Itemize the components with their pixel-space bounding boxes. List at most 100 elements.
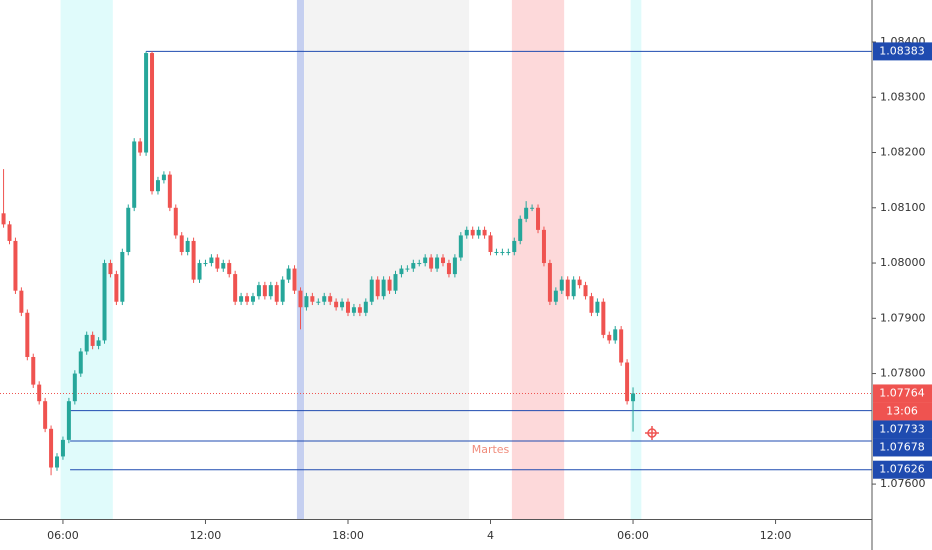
candle-body bbox=[120, 251, 125, 302]
candle-body bbox=[31, 356, 36, 385]
candle-body bbox=[316, 301, 321, 303]
candle-body bbox=[488, 235, 493, 252]
candle-body bbox=[144, 53, 149, 153]
candle-body bbox=[245, 296, 250, 302]
level-label: 1.07733 bbox=[879, 422, 925, 435]
candle-body bbox=[530, 207, 535, 209]
candle-body bbox=[577, 279, 582, 286]
candle-body bbox=[375, 279, 380, 297]
candle-body bbox=[262, 285, 267, 297]
candle-body bbox=[536, 207, 541, 230]
candle-body bbox=[393, 274, 398, 291]
candle-body bbox=[132, 141, 137, 208]
y-tick-label: 1.07900 bbox=[880, 311, 926, 324]
candle-body bbox=[72, 373, 77, 402]
candle-body bbox=[161, 174, 166, 181]
candle-body bbox=[322, 296, 327, 302]
x-tick-label: 4 bbox=[487, 529, 494, 542]
annotation: Martes bbox=[472, 443, 510, 456]
candle-body bbox=[619, 329, 624, 363]
current-price-label-box bbox=[873, 384, 932, 403]
current-price-label: 1.07764 bbox=[879, 386, 925, 399]
candle-body bbox=[298, 290, 303, 308]
candle-body bbox=[369, 279, 374, 302]
candle-body bbox=[565, 279, 570, 297]
crosshair-icon bbox=[645, 426, 659, 440]
candle-body bbox=[280, 279, 285, 302]
candle-body bbox=[286, 268, 291, 280]
candle-body bbox=[256, 285, 261, 297]
candle-body bbox=[512, 240, 517, 252]
candle-body bbox=[458, 235, 463, 258]
candle-body bbox=[155, 180, 160, 192]
candle-body bbox=[37, 384, 42, 402]
candle-body bbox=[60, 439, 65, 457]
candle-body bbox=[464, 229, 469, 236]
candle-body bbox=[274, 285, 279, 302]
candle-body bbox=[268, 285, 273, 297]
candle-body bbox=[518, 218, 523, 241]
candle-body bbox=[84, 334, 89, 352]
candle-body bbox=[49, 428, 54, 468]
candle-body bbox=[239, 296, 244, 302]
y-tick-label: 1.08300 bbox=[880, 90, 926, 103]
candle-body bbox=[191, 240, 196, 280]
candle-body bbox=[203, 263, 208, 265]
candle-body bbox=[25, 312, 30, 357]
candle-body bbox=[423, 257, 428, 264]
candle-body bbox=[506, 251, 511, 253]
candle-body bbox=[197, 263, 202, 280]
candle-body bbox=[607, 334, 612, 341]
candle-body bbox=[446, 263, 451, 275]
candle-body bbox=[19, 290, 24, 313]
candle-body bbox=[411, 263, 416, 269]
candle-body bbox=[470, 229, 475, 236]
candle-body bbox=[233, 274, 238, 302]
candle-body bbox=[494, 251, 499, 253]
x-tick-label: 06:00 bbox=[617, 529, 649, 542]
candle-body bbox=[541, 229, 546, 264]
candle-body bbox=[179, 235, 184, 252]
candle-body bbox=[571, 279, 576, 297]
candle-body bbox=[435, 257, 440, 269]
candle-body bbox=[292, 268, 297, 291]
candle-body bbox=[310, 296, 315, 302]
candle-body bbox=[1, 213, 6, 225]
candle-body bbox=[476, 229, 481, 236]
candle-body bbox=[429, 257, 434, 269]
x-tick-label: 06:00 bbox=[47, 529, 79, 542]
level-label-box bbox=[873, 460, 932, 479]
level-label: 1.08383 bbox=[879, 44, 925, 57]
candle-body bbox=[631, 393, 636, 402]
candle-body bbox=[13, 240, 18, 291]
plot: Martes bbox=[0, 50, 872, 476]
candle-body bbox=[138, 141, 143, 153]
x-tick-label: 18:00 bbox=[332, 529, 364, 542]
candle-body bbox=[524, 207, 529, 219]
candle-body bbox=[114, 274, 119, 302]
y-tick-label: 1.07800 bbox=[880, 367, 926, 380]
candle-body bbox=[399, 268, 404, 275]
candle-body bbox=[173, 207, 178, 236]
candle-body bbox=[209, 257, 214, 264]
candle-body bbox=[363, 301, 368, 313]
candle-body bbox=[387, 279, 392, 291]
candle-body bbox=[66, 401, 71, 440]
candle-body bbox=[215, 257, 220, 269]
level-label: 1.07626 bbox=[879, 463, 925, 476]
axes: 1.084001.083001.082001.081001.080001.079… bbox=[47, 35, 932, 542]
level-label-box bbox=[873, 42, 932, 61]
candle-body bbox=[559, 279, 564, 291]
candle-body bbox=[595, 301, 600, 313]
countdown-label: 13:06 bbox=[886, 404, 918, 417]
candle-body bbox=[185, 240, 190, 252]
candle-body bbox=[7, 224, 12, 241]
candle-body bbox=[613, 329, 618, 341]
candle-body bbox=[417, 263, 422, 265]
candle-body bbox=[221, 263, 226, 269]
candle-body bbox=[625, 362, 630, 402]
y-tick-label: 1.08000 bbox=[880, 256, 926, 269]
candle-body bbox=[583, 285, 588, 297]
session-band bbox=[630, 0, 642, 520]
